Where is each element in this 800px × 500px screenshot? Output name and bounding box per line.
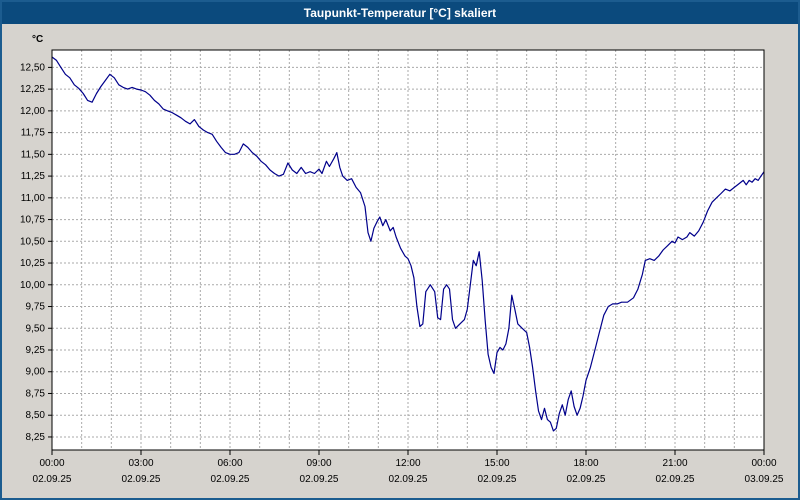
chart-area-wrapper: 12,50 12,25 12,00 11,75 11,50 11,25 11,00 10,75… (2, 24, 798, 498)
plot-border (51, 49, 765, 451)
y-tick-label: 12,50 (20, 62, 45, 73)
x-tick-time-label: 12:00 (395, 458, 420, 469)
y-tick-label: 8,75 (26, 388, 46, 399)
x-tick-time-label: 18:00 (573, 458, 598, 469)
y-tick-label: 10,00 (20, 280, 45, 291)
x-tick-date-label: 02.09.25 (478, 474, 517, 485)
title-bar: Taupunkt-Temperatur [°C] skaliert (2, 2, 798, 24)
x-tick-time-label: 00:00 (751, 458, 776, 469)
y-tick-label: 11,25 (21, 171, 46, 182)
y-tick-label: 9,75 (26, 302, 46, 313)
y-tick-label: 10,25 (20, 258, 45, 269)
y-tick-label: 11,75 (21, 128, 46, 139)
x-tick-time-label: 06:00 (217, 458, 242, 469)
y-tick-label: 8,50 (26, 410, 46, 421)
x-tick-time-label: 15:00 (484, 458, 509, 469)
y-tick-label: 8,25 (26, 432, 46, 443)
x-tick-date-label: 02.09.25 (567, 474, 606, 485)
dewpoint-line-chart: 12,50 12,25 12,00 11,75 11,50 11,25 11,00 10,75… (20, 34, 784, 485)
y-axis-unit-label: °C (32, 34, 43, 45)
x-tick-time-label: 03:00 (128, 458, 153, 469)
y-tick-label: 9,50 (26, 323, 46, 334)
x-tick-date-label: 03.09.25 (745, 474, 784, 485)
y-tick-label: 12,00 (20, 106, 45, 117)
y-tick-label: 11,50 (21, 149, 46, 160)
y-tick-label: 12,25 (20, 84, 45, 95)
y-tick-label: 11,00 (21, 193, 46, 204)
chart-title: Taupunkt-Temperatur [°C] skaliert (303, 6, 497, 20)
x-tick-date-label: 02.09.25 (122, 474, 161, 485)
y-tick-label: 9,00 (26, 367, 46, 378)
x-tick-date-label: 02.09.25 (300, 474, 339, 485)
x-tick-time-label: 00:00 (39, 458, 64, 469)
x-tick-time-label: 09:00 (306, 458, 331, 469)
dewpoint-series-line (51, 56, 765, 432)
y-tick-label: 9,25 (26, 345, 46, 356)
y-tick-label: 10,75 (20, 215, 45, 226)
x-tick-date-label: 02.09.25 (211, 474, 250, 485)
x-tick-date-label: 02.09.25 (656, 474, 695, 485)
x-tick-date-label: 02.09.25 (33, 474, 72, 485)
x-tick-date-label: 02.09.25 (389, 474, 428, 485)
x-tick-time-label: 21:00 (662, 458, 687, 469)
y-tick-label: 10,50 (20, 236, 45, 247)
